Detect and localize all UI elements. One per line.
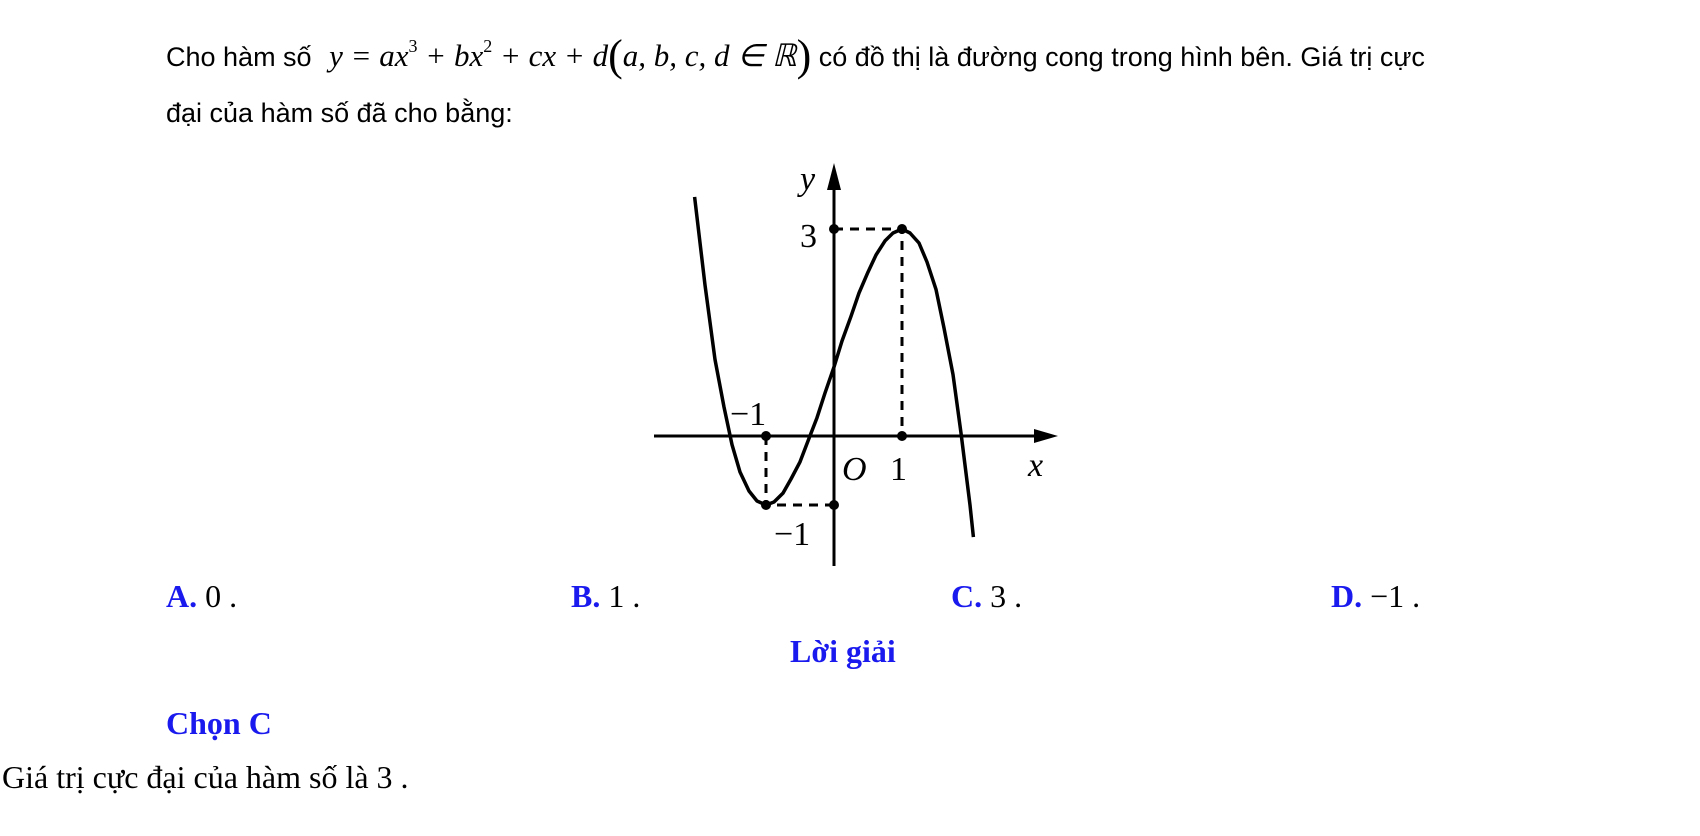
option-label: C. [951,578,983,614]
point [897,431,907,441]
formula-part: + bx [417,38,484,73]
option-value: 1 . [608,578,641,614]
x-arrow [1034,429,1058,443]
question-line-1: Cho hàm số y = ax3 + bx2 + cx + d(a, b, … [166,30,1425,81]
origin-label: O [842,451,867,488]
point [829,500,839,510]
min-guide [764,436,834,507]
exponent: 2 [483,36,493,56]
option-value: −1 . [1370,578,1421,614]
paren: ( [608,31,623,80]
point [829,224,839,234]
text: Cho hàm số [166,42,312,72]
paren: ) [796,31,812,80]
tick-label: −1 [774,516,810,553]
axis-label: x [1027,447,1043,484]
option-label: B. [571,578,601,614]
option-value: 0 . [205,578,238,614]
solution-heading: Lời giải [790,633,896,669]
tick-label: 1 [890,451,907,488]
formula-part: y = ax [329,38,409,73]
option: C. 3 . [951,578,1022,615]
solution-choice: Chọn C [166,705,272,741]
solution-explanation: Giá trị cực đại của hàm số là 3 . [2,759,409,795]
curve [692,196,976,538]
option-value: 3 . [990,578,1023,614]
formula: y = ax3 + bx2 + cx + d(a, b, c, d ∈ ℝ) [329,31,811,80]
axis-label: y [797,161,816,198]
option-label: D. [1331,578,1363,614]
option: A. 0 . [166,578,237,615]
question-line-2: đại của hàm số đã cho bằng: [166,98,513,128]
points [761,224,907,510]
point [897,224,907,234]
point [761,500,771,510]
option: D. −1 . [1331,578,1420,615]
formula-part: + cx + d [492,38,609,73]
tick-label: −1 [730,396,766,433]
exponent: 3 [408,36,418,56]
option: B. 1 . [571,578,640,615]
formula-part: a, b, c, d ∈ ℝ [622,38,797,73]
point [761,431,771,441]
y-arrow [827,163,841,190]
tick-label: 3 [800,218,817,255]
text: có đồ thị là đường cong trong hình bên. … [818,42,1425,72]
option-label: A. [166,578,198,614]
